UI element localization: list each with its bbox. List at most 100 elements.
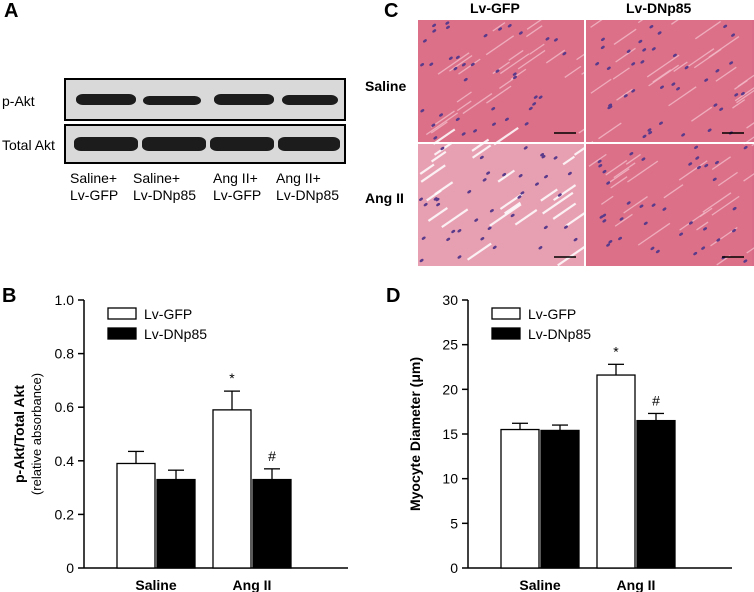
fiber-gap bbox=[504, 201, 521, 215]
nucleus bbox=[597, 159, 602, 164]
nucleus bbox=[523, 146, 528, 150]
fiber-gap bbox=[425, 112, 459, 136]
chart-b: B 0 0.2 0.4 0.6 0.8 1.0 p-Akt/Total Akt (relativ… bbox=[2, 285, 348, 592]
fiber-gap bbox=[746, 247, 754, 254]
blot-band bbox=[282, 95, 338, 105]
blot-band bbox=[76, 94, 136, 105]
nucleus bbox=[707, 128, 712, 132]
histology-panel bbox=[586, 136, 754, 266]
y-tick-label: 25 bbox=[442, 337, 458, 353]
fiber-gap bbox=[717, 171, 738, 187]
fiber-gap bbox=[508, 49, 524, 61]
fiber-gap bbox=[590, 20, 603, 28]
nucleus bbox=[504, 117, 509, 122]
fiber-gap bbox=[485, 35, 515, 56]
nucleus bbox=[684, 65, 689, 70]
nucleus bbox=[461, 132, 466, 136]
fiber-gap bbox=[562, 155, 576, 166]
fiber-gap bbox=[545, 49, 566, 64]
nucleus bbox=[697, 165, 701, 170]
fiber-gap bbox=[627, 160, 659, 183]
bar bbox=[252, 478, 292, 569]
legend-swatch bbox=[491, 307, 521, 320]
nucleus bbox=[631, 62, 636, 66]
nucleus bbox=[640, 60, 645, 64]
nucleus bbox=[649, 25, 654, 29]
nucleus bbox=[507, 24, 512, 28]
fiber-gap bbox=[471, 138, 490, 152]
y-tick-label: 0 bbox=[450, 560, 458, 576]
nucleus bbox=[512, 72, 517, 76]
nucleus bbox=[467, 190, 472, 194]
fiber-gap bbox=[486, 85, 512, 104]
nucleus bbox=[693, 251, 698, 256]
nucleus bbox=[655, 249, 660, 254]
histology-micrographs bbox=[418, 20, 754, 266]
fiber-gap bbox=[456, 100, 472, 112]
nucleus bbox=[642, 48, 647, 52]
x-tick-label: Ang II bbox=[233, 577, 272, 592]
nucleus bbox=[518, 174, 523, 178]
fiber-gap bbox=[564, 65, 582, 78]
fiber-gap bbox=[529, 43, 545, 55]
fiber-gap bbox=[517, 49, 546, 70]
nucleus bbox=[457, 229, 462, 233]
nucleus bbox=[495, 69, 500, 73]
nucleus bbox=[734, 93, 739, 97]
legend-label: Lv-DNp85 bbox=[528, 326, 591, 342]
nucleus bbox=[639, 204, 644, 208]
nucleus bbox=[498, 27, 502, 31]
significance-marker: # bbox=[268, 448, 276, 464]
nucleus bbox=[492, 245, 497, 250]
fiber-gap bbox=[711, 156, 731, 171]
fiber-gap bbox=[462, 93, 493, 115]
nucleus bbox=[638, 39, 643, 44]
lane-label-2: Saline+ Lv-DNp85 bbox=[133, 170, 197, 203]
fiber-gap bbox=[590, 78, 612, 94]
histology-background bbox=[418, 144, 584, 266]
nucleus bbox=[419, 197, 423, 201]
nucleus bbox=[618, 236, 623, 241]
fiber-gap bbox=[691, 106, 713, 122]
fiber-gap bbox=[734, 79, 748, 90]
fiber-gap bbox=[456, 91, 472, 103]
blot-strip-pakt bbox=[64, 78, 346, 121]
bar bbox=[212, 409, 252, 569]
nucleus bbox=[557, 193, 562, 197]
panel-letter: B bbox=[2, 285, 16, 307]
fiber-gap bbox=[671, 20, 679, 25]
legend-label: Lv-DNp85 bbox=[144, 326, 207, 342]
nucleus bbox=[544, 174, 548, 179]
fiber-gap bbox=[557, 244, 588, 266]
x-tick-label: Saline bbox=[519, 577, 560, 592]
y-tick-label: 20 bbox=[442, 381, 458, 397]
blot-strip-totalakt bbox=[64, 124, 346, 164]
fiber-gap bbox=[605, 159, 628, 176]
fiber-gap bbox=[711, 195, 740, 216]
nucleus bbox=[641, 157, 646, 161]
nucleus bbox=[545, 37, 550, 41]
y-tick-label: 0 bbox=[66, 560, 74, 576]
nucleus bbox=[602, 219, 607, 223]
fiber-gap bbox=[673, 61, 688, 72]
fiber-gap bbox=[430, 150, 447, 163]
fiber-gap bbox=[613, 162, 636, 179]
nucleus bbox=[672, 53, 677, 58]
fiber-gap bbox=[472, 144, 492, 159]
nucleus bbox=[713, 103, 718, 107]
nucleus bbox=[647, 128, 652, 132]
legend-label: Lv-GFP bbox=[144, 306, 192, 322]
nucleus bbox=[446, 237, 451, 241]
nucleus bbox=[704, 163, 709, 168]
blot-band bbox=[74, 137, 138, 151]
nucleus bbox=[420, 63, 425, 67]
nucleus bbox=[517, 195, 522, 199]
nucleus bbox=[600, 45, 605, 50]
fiber-gap bbox=[540, 188, 558, 202]
fiber-gap bbox=[702, 192, 732, 213]
nucleus bbox=[553, 156, 558, 160]
fiber-gap bbox=[427, 207, 448, 222]
nucleus bbox=[648, 131, 653, 135]
y-tick-label: 0.6 bbox=[55, 399, 75, 415]
nucleus bbox=[433, 136, 438, 140]
